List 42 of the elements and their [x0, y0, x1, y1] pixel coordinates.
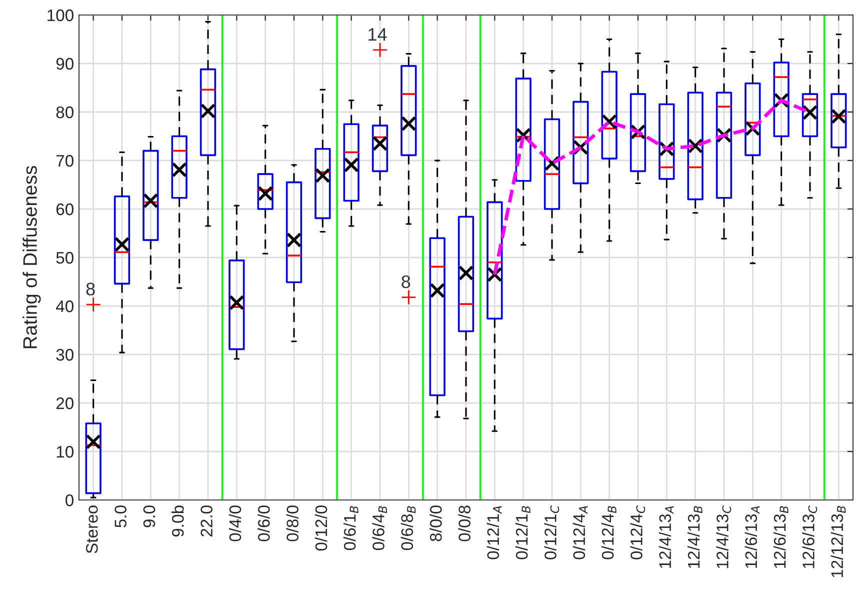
x-tick-label: 0/6/8$_{B}$	[400, 506, 416, 550]
x-tick-label: 12/4/13$_{B}$	[687, 506, 702, 568]
x-tick-label: 12/6/13$_{C}$	[802, 505, 818, 568]
x-tick-label: 22.0	[200, 506, 212, 536]
x-tick-label: 0/4/0	[228, 506, 242, 542]
x-tick-label: 12/4/13$_{C}$	[716, 505, 732, 568]
x-tick-label: 0/12/4$_{B}$	[601, 506, 616, 560]
y-tick-label: 90	[56, 58, 74, 70]
y-tick-label: 10	[56, 446, 74, 458]
x-tick-label: 0/6/0	[258, 506, 270, 542]
x-tick-label: 8/0/0	[430, 506, 442, 542]
x-tick-label: 12/6/13$_{B}$	[773, 506, 788, 568]
x-tick-label: Stereo	[86, 506, 98, 554]
annotation: 8	[86, 282, 95, 296]
y-tick-label: 100	[48, 9, 74, 22]
x-tick-label: 0/0/8	[458, 506, 470, 542]
x-tick-label: 9.0b	[172, 506, 184, 537]
y-tick-label: 40	[56, 300, 74, 312]
y-tick-label: 80	[56, 106, 74, 118]
x-tick-label: 0/8/0	[286, 506, 298, 542]
y-tick-label: 60	[56, 203, 74, 216]
x-tick-label: 0/12/0	[314, 506, 328, 551]
y-axis-title: Rating of Diffuseness	[22, 166, 41, 348]
x-tick-label: 12/4/13$_{A}$	[658, 506, 674, 568]
x-tick-label: 12/6/13$_{A}$	[744, 506, 760, 568]
x-tick-label: 0/12/1$_{A}$	[486, 506, 502, 560]
x-tick-label: 9.0	[143, 506, 156, 528]
y-tick-label: 50	[56, 252, 74, 264]
y-tick-label: 70	[56, 154, 74, 167]
x-tick-label: 0/12/4$_{C}$	[630, 505, 646, 560]
annotation: 14	[368, 28, 387, 41]
y-tick-label: 0	[66, 494, 74, 506]
y-tick-label: 20	[56, 397, 74, 410]
x-tick-label: 0/6/4$_{B}$	[372, 506, 387, 550]
annotation: 8	[402, 275, 410, 288]
x-tick-label: 5.0	[114, 506, 126, 528]
y-tick-label: 30	[56, 348, 74, 361]
x-tick-label: 12/12/13$_{B}$	[830, 506, 846, 578]
x-tick-label: 0/12/1$_{B}$	[515, 506, 530, 560]
x-tick-label: 0/6/1$_{B}$	[343, 506, 358, 550]
x-tick-label: 0/12/4$_{A}$	[572, 506, 588, 560]
x-tick-label: 0/12/1$_{C}$	[544, 505, 560, 560]
